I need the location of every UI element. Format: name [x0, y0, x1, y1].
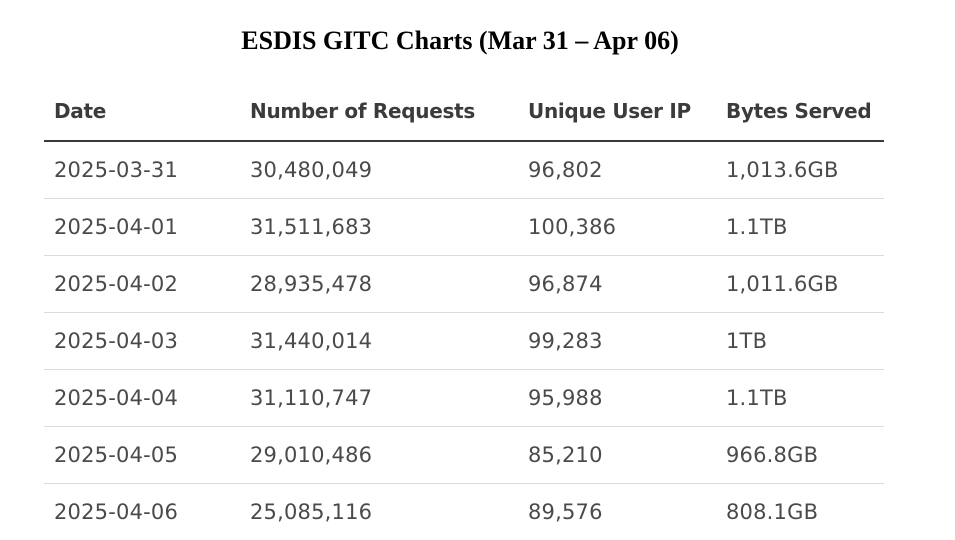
cell-unique-ip: 89,576	[528, 500, 603, 524]
cell-date: 2025-04-02	[54, 272, 179, 296]
cell-unique-ip: 85,210	[528, 443, 603, 467]
cell-requests: 31,511,683	[250, 215, 373, 239]
column-header-unique-ip: Unique User IP	[528, 99, 691, 123]
cell-unique-ip: 99,283	[528, 329, 603, 353]
table-row: 2025-04-04 31,110,747 95,988 1.1TB	[44, 370, 884, 427]
table-row: 2025-04-03 31,440,014 99,283 1TB	[44, 313, 884, 370]
table-row: 2025-04-05 29,010,486 85,210 966.8GB	[44, 427, 884, 484]
cell-date: 2025-03-31	[54, 158, 179, 182]
column-header-requests: Number of Requests	[250, 99, 475, 123]
cell-bytes: 1,013.6GB	[726, 158, 839, 182]
table-row: 2025-04-06 25,085,116 89,576 808.1GB	[44, 484, 884, 540]
cell-unique-ip: 95,988	[528, 386, 603, 410]
cell-date: 2025-04-06	[54, 500, 179, 524]
cell-date: 2025-04-03	[54, 329, 179, 353]
cell-requests: 29,010,486	[250, 443, 373, 467]
cell-unique-ip: 96,874	[528, 272, 603, 296]
table-row: 2025-03-31 30,480,049 96,802 1,013.6GB	[44, 142, 884, 199]
table-row: 2025-04-02 28,935,478 96,874 1,011.6GB	[44, 256, 884, 313]
cell-date: 2025-04-04	[54, 386, 179, 410]
cell-bytes: 1.1TB	[726, 386, 788, 410]
cell-bytes: 1,011.6GB	[726, 272, 839, 296]
data-table: Date Number of Requests Unique User IP B…	[44, 82, 884, 540]
cell-unique-ip: 96,802	[528, 158, 603, 182]
table-header-row: Date Number of Requests Unique User IP B…	[44, 82, 884, 142]
cell-bytes: 966.8GB	[726, 443, 819, 467]
cell-requests: 31,440,014	[250, 329, 373, 353]
cell-requests: 25,085,116	[250, 500, 373, 524]
cell-unique-ip: 100,386	[528, 215, 617, 239]
cell-date: 2025-04-01	[54, 215, 179, 239]
cell-requests: 28,935,478	[250, 272, 373, 296]
chart-title: ESDIS GITC Charts (Mar 31 – Apr 06)	[241, 26, 679, 55]
cell-bytes: 808.1GB	[726, 500, 819, 524]
cell-bytes: 1TB	[726, 329, 768, 353]
column-header-date: Date	[54, 99, 107, 123]
cell-bytes: 1.1TB	[726, 215, 788, 239]
column-header-bytes: Bytes Served	[726, 99, 872, 123]
cell-requests: 30,480,049	[250, 158, 373, 182]
cell-requests: 31,110,747	[250, 386, 373, 410]
table-row: 2025-04-01 31,511,683 100,386 1.1TB	[44, 199, 884, 256]
cell-date: 2025-04-05	[54, 443, 179, 467]
